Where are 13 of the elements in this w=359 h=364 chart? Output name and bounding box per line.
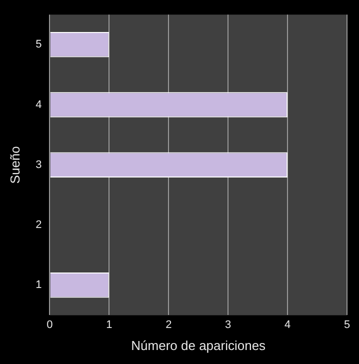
x-axis-title: Número de apariciones — [131, 338, 266, 353]
x-tick-label: 1 — [106, 318, 112, 331]
y-tick-label: 1 — [36, 279, 42, 292]
x-tick-label: 3 — [225, 318, 232, 331]
x-tick-label: 0 — [46, 318, 53, 331]
x-tick-label: 5 — [344, 318, 350, 331]
y-tick-label: 2 — [36, 219, 42, 232]
y-tick-label: 5 — [36, 38, 42, 51]
x-tick-label: 4 — [284, 318, 291, 331]
x-tick-label: 2 — [166, 318, 172, 331]
y-axis-title: Sueño — [7, 146, 22, 184]
y-tick-label: 3 — [36, 158, 42, 171]
y-tick-label: 4 — [36, 98, 42, 111]
